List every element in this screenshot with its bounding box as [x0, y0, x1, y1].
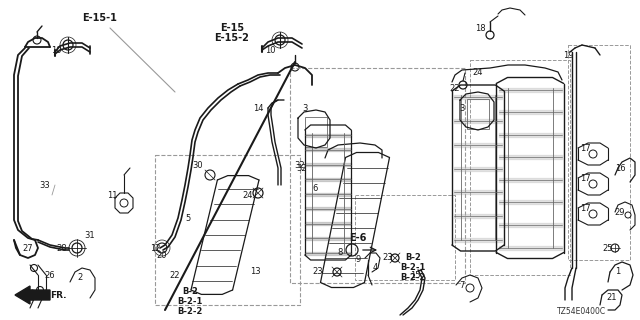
Text: 23: 23	[383, 253, 394, 262]
Text: 11: 11	[107, 190, 117, 199]
Text: E-15-2: E-15-2	[214, 33, 250, 43]
Text: 26: 26	[45, 270, 55, 279]
Bar	[467, 99, 489, 129]
Text: 25: 25	[603, 244, 613, 252]
Text: B-2-1: B-2-1	[177, 298, 203, 307]
Text: B-2-2: B-2-2	[177, 308, 203, 316]
Text: 22: 22	[450, 84, 460, 92]
Bar	[568, 45, 630, 260]
Text: 27: 27	[22, 244, 33, 252]
Text: 19: 19	[563, 51, 573, 60]
Text: 29: 29	[615, 207, 625, 217]
Text: 3: 3	[460, 103, 465, 113]
Text: 6: 6	[312, 183, 317, 193]
Text: 5: 5	[186, 213, 191, 222]
Text: 22: 22	[170, 270, 180, 279]
Text: 9: 9	[355, 255, 360, 265]
Text: B-2: B-2	[182, 287, 198, 297]
Text: E-15-1: E-15-1	[83, 13, 117, 23]
Text: 18: 18	[475, 23, 485, 33]
Text: 31: 31	[84, 230, 95, 239]
Text: 20: 20	[157, 251, 167, 260]
Text: 23: 23	[313, 268, 323, 276]
Text: 24: 24	[243, 190, 253, 199]
Text: 2: 2	[77, 274, 83, 283]
Text: B-2-1: B-2-1	[400, 263, 426, 273]
Text: 4: 4	[372, 263, 378, 273]
Text: 33: 33	[40, 180, 51, 189]
Text: E-15: E-15	[220, 23, 244, 33]
Text: 32: 32	[294, 161, 305, 170]
FancyArrow shape	[15, 286, 50, 304]
Text: 17: 17	[580, 143, 590, 153]
Text: 8: 8	[337, 247, 342, 257]
Text: 7: 7	[460, 281, 465, 290]
Text: FR.: FR.	[50, 292, 67, 300]
Text: 28: 28	[57, 244, 67, 252]
Bar	[470, 60, 570, 275]
Text: B-2-2: B-2-2	[400, 274, 426, 283]
Text: 12: 12	[150, 244, 160, 252]
Text: TZ54E0400C: TZ54E0400C	[557, 308, 607, 316]
Text: 16: 16	[614, 164, 625, 172]
Bar	[290, 68, 465, 283]
Text: 14: 14	[253, 103, 263, 113]
Bar	[305, 117, 327, 147]
Text: 10: 10	[51, 45, 61, 54]
Bar	[355, 195, 455, 280]
Text: B-2: B-2	[405, 253, 421, 262]
Text: 1: 1	[616, 268, 621, 276]
Bar	[155, 155, 300, 305]
Text: 10: 10	[265, 45, 275, 54]
Text: 30: 30	[193, 161, 204, 170]
Text: 32: 32	[297, 164, 307, 172]
Text: 17: 17	[580, 204, 590, 212]
Text: 13: 13	[250, 268, 260, 276]
Text: 17: 17	[580, 173, 590, 182]
Text: 3: 3	[302, 103, 308, 113]
Text: 21: 21	[607, 293, 617, 302]
Text: 15: 15	[410, 270, 420, 279]
Text: E-6: E-6	[349, 233, 367, 243]
Text: 24: 24	[473, 68, 483, 76]
